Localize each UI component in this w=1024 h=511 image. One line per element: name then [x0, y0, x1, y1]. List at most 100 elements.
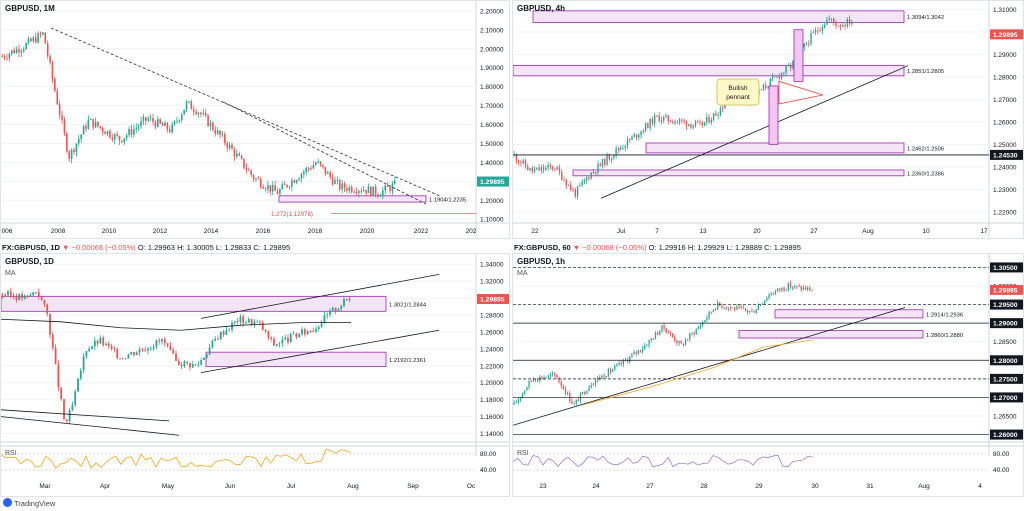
candle-body — [686, 339, 689, 341]
candle-body — [324, 166, 327, 174]
hourly-chart-svg[interactable]: 1.305001.300001.295001.290001.285001.280… — [513, 254, 1024, 497]
candle-body — [236, 153, 238, 157]
candle-body — [360, 190, 363, 192]
candle-body — [40, 296, 43, 301]
candle-body — [274, 185, 276, 191]
candle-body — [391, 183, 394, 191]
daily-chart-svg[interactable]: 1.340001.320001.300001.280001.260001.240… — [1, 254, 510, 497]
candle-body — [545, 167, 547, 170]
h4-chart-svg[interactable]: 1.310001.300001.290001.280001.270001.260… — [513, 1, 1024, 239]
candle-body — [706, 317, 708, 321]
candle-body — [803, 43, 805, 48]
candle-body — [133, 352, 135, 355]
candle-body — [32, 292, 35, 296]
supply-demand-zone — [738, 330, 924, 339]
candle-body — [817, 30, 819, 31]
candle-body — [145, 117, 147, 121]
candle-body — [669, 333, 672, 335]
candle-body — [238, 153, 240, 156]
candle-body — [219, 331, 222, 340]
y-tick-label: 1.22000 — [993, 209, 1017, 216]
candle-body — [68, 410, 71, 422]
candle-body — [766, 298, 768, 301]
candle-body — [701, 322, 704, 326]
last-price-tag: 1.29895 — [993, 32, 1018, 39]
candle-body — [556, 374, 558, 379]
candle-body — [214, 338, 217, 341]
candle-body — [15, 296, 18, 300]
candle-body — [188, 101, 190, 103]
candle-body — [564, 388, 567, 395]
candle-body — [839, 26, 842, 28]
x-tick-label: 006 — [2, 228, 13, 235]
candle-body — [303, 171, 305, 174]
candle-body — [118, 135, 121, 141]
y-tick-label: 2.20000 — [480, 8, 504, 15]
candle-body — [370, 186, 372, 196]
header-daily-high: H: 1.30005 — [177, 243, 214, 252]
candle-body — [152, 346, 155, 349]
candle-body — [661, 325, 663, 332]
candle-body — [270, 337, 273, 339]
candle-body — [94, 121, 97, 128]
tradingview-logo[interactable]: TradingView — [3, 498, 55, 508]
y-tick-label: 1.90000 — [480, 65, 504, 72]
level-tag: 1.29000 — [993, 321, 1018, 328]
candle-body — [195, 111, 197, 115]
candle-body — [573, 403, 575, 405]
candle-body — [57, 364, 60, 388]
x-tick-label: Sep — [407, 483, 419, 490]
candle-body — [556, 167, 558, 170]
last-price-tag-bg — [477, 176, 509, 187]
candle-body — [310, 168, 312, 170]
level-tag: 1.26000 — [993, 432, 1018, 439]
chart-hourly[interactable]: 1.305001.300001.295001.290001.285001.280… — [512, 253, 1024, 497]
candle-body — [532, 379, 535, 381]
candle-body — [110, 346, 113, 349]
candle-body — [267, 185, 269, 190]
candle-body — [524, 160, 527, 167]
candle-body — [113, 348, 116, 350]
candle-body — [142, 117, 145, 121]
last-price-tag: 1.29895 — [993, 287, 1018, 294]
candle-body — [538, 167, 540, 171]
candle-body — [207, 115, 209, 127]
monthly-chart-svg[interactable]: 2.20000 2.10000 2.00000 1.90000 1.80000 1.700… — [1, 1, 510, 239]
candle-body — [306, 330, 309, 335]
candle-body — [577, 399, 580, 402]
candle-body — [209, 122, 212, 127]
candle-body — [180, 364, 183, 367]
candle-body — [749, 311, 751, 313]
candle-body — [183, 109, 185, 115]
candle-body — [647, 123, 649, 129]
candle-body — [119, 358, 121, 359]
header-hourly: FX:GBPUSD, 60 ▼ −0.00068 (−0.05%) O: 1.2… — [514, 243, 801, 252]
candle-body — [619, 147, 622, 150]
candle-body — [169, 345, 172, 350]
candle-body — [635, 352, 637, 354]
candle-body — [312, 164, 315, 169]
candle-body — [138, 349, 141, 353]
candle-body — [386, 185, 389, 188]
candle-body — [543, 377, 545, 379]
candle-body — [88, 348, 91, 352]
candle-body — [616, 364, 618, 366]
candle-body — [674, 121, 676, 124]
chart-daily[interactable]: 1.340001.320001.300001.280001.260001.240… — [0, 253, 510, 497]
candle-body — [340, 306, 343, 309]
candle-body — [233, 321, 236, 323]
candle-body — [783, 72, 785, 74]
supply-demand-zone — [205, 351, 387, 367]
candle-body — [200, 112, 202, 115]
candle-body — [712, 309, 715, 312]
candle-body — [197, 112, 200, 115]
candle-body — [130, 352, 133, 355]
moving-average-line — [1, 318, 351, 331]
candle-body — [558, 167, 561, 172]
chart-4h[interactable]: 1.310001.300001.290001.280001.270001.260… — [512, 0, 1024, 239]
x-tick-label: 2010 — [102, 228, 117, 235]
candle-body — [727, 307, 730, 309]
candle-body — [629, 139, 631, 140]
chart-monthly[interactable]: 2.20000 2.10000 2.00000 1.90000 1.80000 1.700… — [0, 0, 510, 239]
candle-body — [152, 117, 154, 123]
